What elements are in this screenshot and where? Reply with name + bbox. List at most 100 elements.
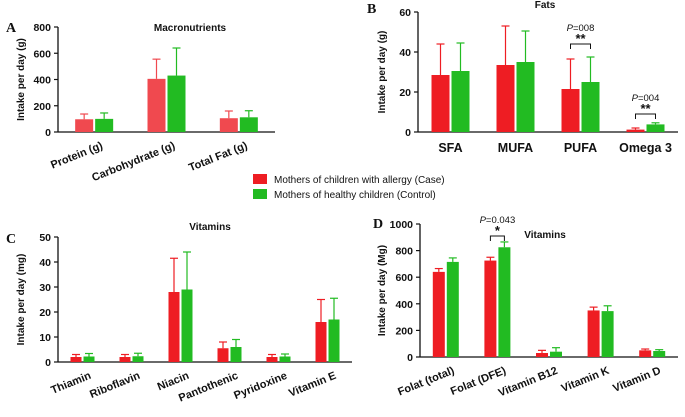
panel-a-title: Macronutrients [154,23,227,34]
panel-b-p-value: P=004 [632,93,660,104]
panel-a-y-tick-label: 0 [45,127,51,139]
panel-d-y-tick-label: 800 [395,246,413,258]
panel-d-bar-control [446,261,459,357]
panel-d-category-label: Folat (total) [396,365,456,399]
panel-d-y-axis-label: Intake per day (Mg) [377,245,388,336]
panel-b-y-tick-label: 60 [399,7,411,19]
panel-c-y-tick-label: 50 [39,232,51,244]
panel-d-letter: D [373,217,383,232]
panel-c-y-tick-label: 40 [39,257,51,269]
panel-c-category-label: Pyridoxine [232,370,289,402]
panel-c-bar-case [168,292,180,362]
panel-b-p-rest: =004 [638,93,659,104]
panel-b-bar-control [516,62,535,132]
panel-b-p-letter: P [567,23,574,34]
panel-a-bar-control [95,118,114,132]
panel-b-y-axis-label: Intake per day (g) [377,31,388,114]
panel-a-y-tick-label: 800 [33,22,51,34]
panel-a-bar-case [219,118,238,132]
panel-a-bar-control [239,117,258,132]
panel-c-y-tick-label: 0 [45,357,51,369]
panel-b-p-value: P=008 [567,23,595,34]
panel-b-letter: B [367,2,376,17]
panel-c-letter: C [6,232,16,247]
panel-d-p-value: P=0.043 [480,215,516,226]
panel-d-bar-control [550,351,562,357]
panel-c-bar-case [266,357,278,362]
panel-b-bar-control [581,82,600,132]
panel-b-bar-case [431,75,450,132]
panel-c-title: Vitamins [189,222,231,233]
panel-a-category-label: Protein (g) [49,140,105,172]
panel-d-category-label: Vitamin D [611,365,662,395]
legend-swatch-control [253,189,267,199]
panel-d-significance-stars: * [495,223,501,238]
panel-b-category-label: PUFA [564,141,597,155]
legend: Mothers of children with allergy (Case) … [253,174,445,201]
legend-label-case: Mothers of children with allergy (Case) [274,175,445,186]
panel-c-bar-control [328,319,340,362]
panel-a-macronutrients: A Macronutrients Intake per day (g) 0 200 400… [6,21,275,184]
panel-d-vitamins: D Vitamins Intake per day (Mg) 0 200 400 600 80… [373,215,678,399]
panel-d-y-tick-label: 400 [395,299,413,311]
panel-a-y-axis-label: Intake per day (g) [16,38,27,121]
panel-d-bar-case [536,353,548,357]
panel-c-bar-case [119,357,131,362]
panel-d-y-tick-label: 200 [395,325,413,337]
panel-b-y-tick-label: 40 [399,47,411,59]
panel-c-bar-control [181,289,193,362]
panel-d-significance-bracket [489,235,505,241]
panel-a-category-label: Carbohydrate (g) [90,140,177,184]
panel-b-y-tick-label: 0 [405,127,411,139]
panel-d-bar-case [587,310,600,357]
panel-a-y-tick-label: 400 [33,75,51,87]
panel-b-category-label: Omega 3 [619,141,672,155]
legend-swatch-case [253,174,267,184]
panel-b-bar-case [561,89,580,132]
panel-a-y-tick-label: 200 [33,101,51,113]
panel-d-bar-control [653,351,666,357]
panel-d-category-label: Vitamin B12 [497,365,560,400]
panel-b-fats: B Fats Intake per day (g) 0 20 40 60 SFA MUFA PUF… [367,0,678,155]
panel-b-bar-control [646,124,665,132]
panel-c-vitamins-mg: C Vitamins Intake per day (mg) 0 10 20 30 40 50 T… [6,222,352,405]
panel-b-category-label: SFA [438,141,462,155]
panel-c-category-label: Riboflavin [88,370,142,401]
panel-d-category-label: Vitamin K [560,365,611,395]
panel-c-y-tick-label: 10 [39,332,51,344]
panel-a-bar-control [167,75,186,132]
panel-b-category-label: MUFA [498,141,533,155]
panel-b-p-letter: P [632,93,639,104]
panel-b-p-rest: =008 [573,23,594,34]
panel-c-bar-control [83,356,95,362]
panel-d-bar-control [498,247,511,357]
panel-b-y-tick-label: 20 [399,87,411,99]
panel-a-y-tick-label: 600 [33,48,51,60]
panel-d-p-rest: =0.043 [486,215,515,226]
panel-c-y-axis-label: Intake per day (mg) [16,254,27,346]
panel-b-significance-bracket [570,43,591,49]
panel-b-significance-stars: ** [640,101,651,116]
panel-c-bar-case [70,357,82,362]
panel-b-bar-case [626,129,645,132]
panel-d-bar-case [639,350,652,357]
panel-a-bar-case [75,119,94,132]
panel-d-y-tick-label: 0 [407,352,413,364]
panel-c-bar-case [315,322,327,362]
panel-c-category-label: Thiamin [49,370,93,397]
panel-b-significance-bracket [635,113,656,119]
panel-b-bar-control [451,71,470,132]
panel-c-bar-control [230,347,242,362]
panel-b-significance-stars: ** [575,31,586,46]
panel-c-bar-control [279,356,291,362]
panel-b-title: Fats [535,0,556,11]
panel-c-y-tick-label: 20 [39,307,51,319]
panel-b-bar-case [496,65,515,132]
panel-c-category-label: Vitamin E [287,370,338,400]
panel-d-bar-case [432,271,445,357]
panel-d-y-tick-label: 1000 [390,219,414,231]
panel-d-y-tick-label: 600 [395,272,413,284]
panel-d-title: Vitamins [524,230,566,241]
panel-c-bar-case [217,348,229,362]
